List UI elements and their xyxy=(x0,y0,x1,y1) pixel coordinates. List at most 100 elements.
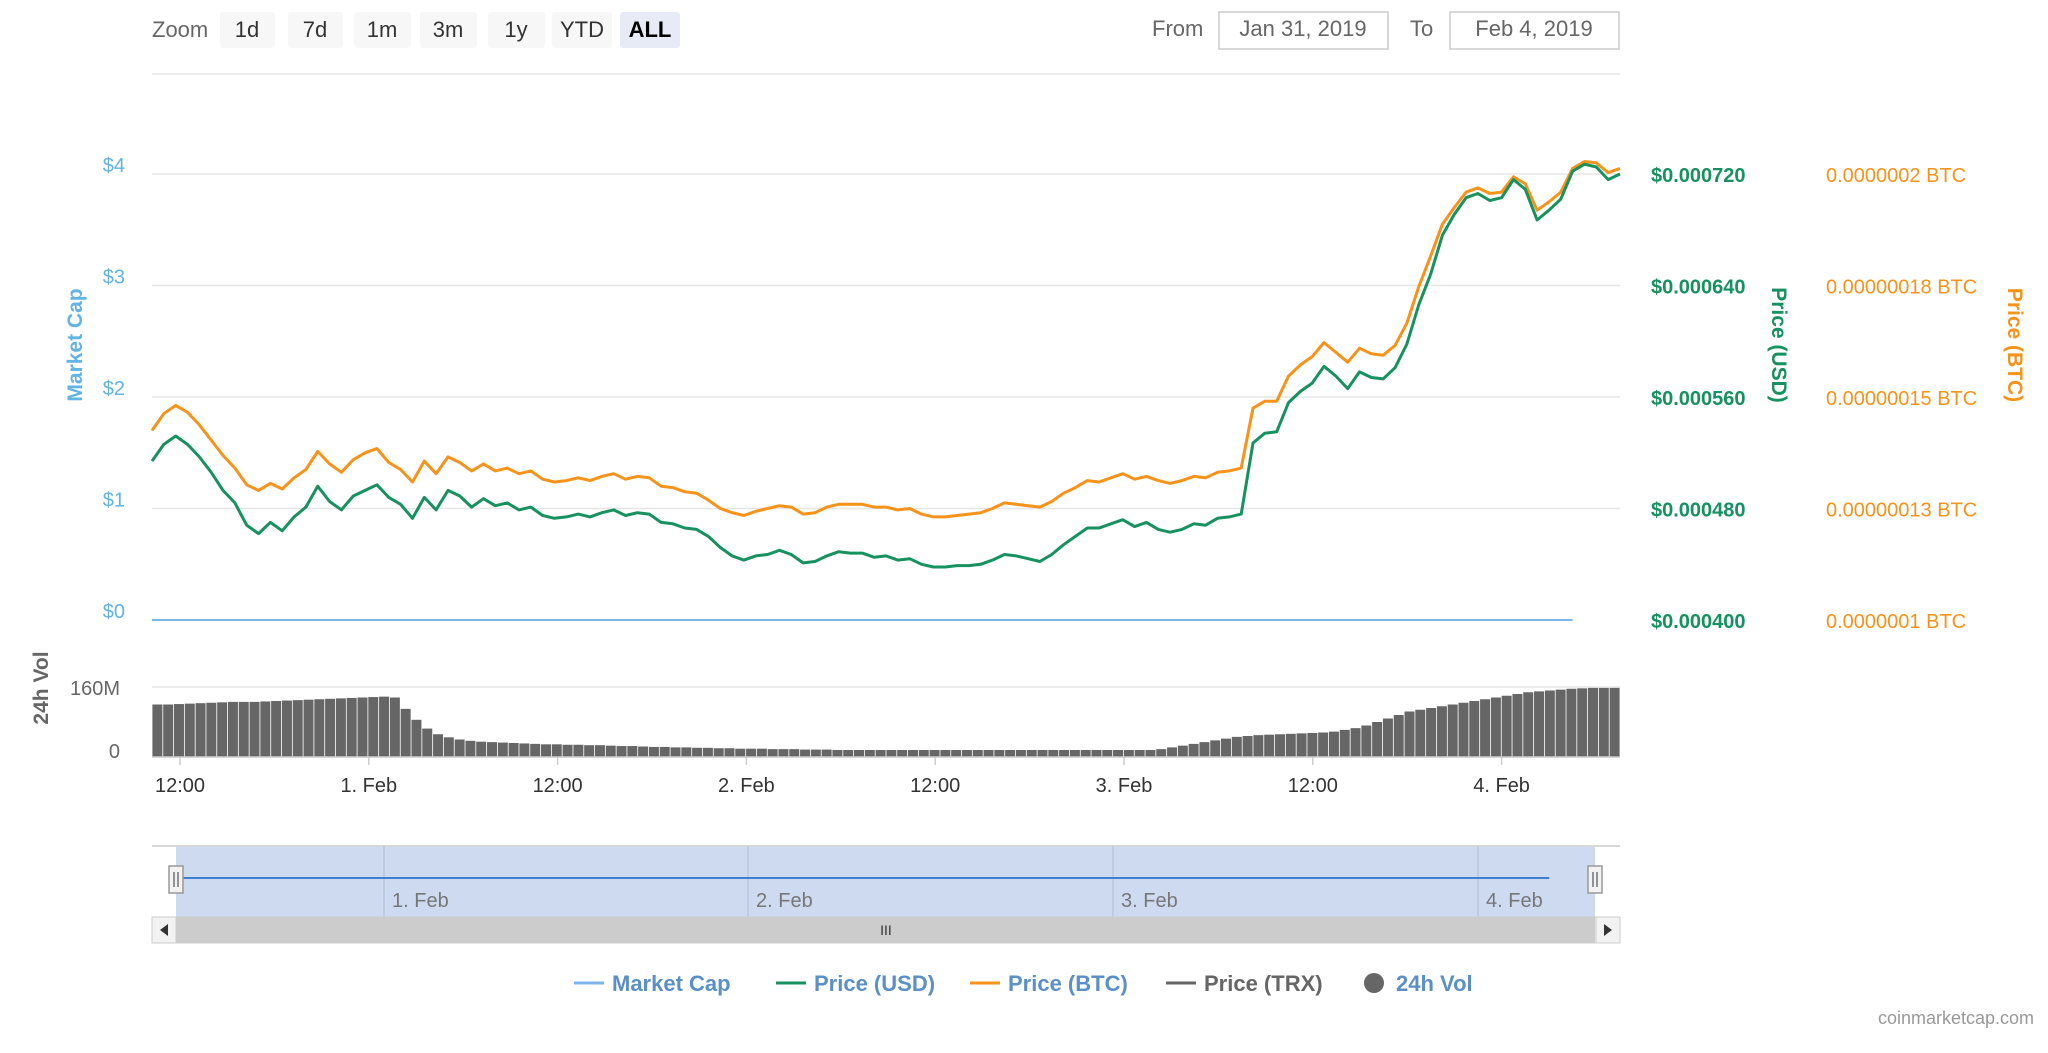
volume-bar xyxy=(1415,709,1426,757)
navigator[interactable]: 1. Feb 2. Feb 3. Feb 4. Feb xyxy=(152,845,1620,917)
volume-bar xyxy=(1069,750,1080,757)
volume-bar xyxy=(260,701,271,757)
volume-bar xyxy=(389,697,400,757)
volume-bar xyxy=(1177,745,1188,758)
volume-bar xyxy=(724,748,735,757)
volume-bar xyxy=(1080,750,1091,757)
volume-bar xyxy=(713,748,724,757)
scrollbar[interactable]: III xyxy=(151,916,1621,944)
volume-axis-title: 24h Vol xyxy=(30,651,53,724)
volume-bar xyxy=(994,750,1005,757)
volume-bar xyxy=(249,701,260,758)
scroll-right-arrow-icon xyxy=(1604,924,1612,936)
navigator-handle-left[interactable] xyxy=(168,865,184,894)
zoom-button-7d[interactable]: 7d xyxy=(288,12,343,48)
zoom-button-1m-bg xyxy=(354,12,411,48)
zoom-button-all[interactable]: ALL xyxy=(620,12,680,48)
volume-bar xyxy=(1113,750,1124,757)
volume-bar xyxy=(422,728,433,757)
volume-bar xyxy=(929,750,940,757)
price-btc-axis: 0.0000001 BTC 0.00000013 BTC 0.00000015 BT… xyxy=(1826,165,1977,633)
zoom-button-1d[interactable]: 1d xyxy=(220,12,275,48)
x-axis-tick-label: 2. Feb xyxy=(718,775,775,797)
volume-bar xyxy=(1167,747,1178,758)
volume-bar xyxy=(1296,733,1307,758)
scrollbar-thumb[interactable] xyxy=(176,917,1595,943)
volume-bar xyxy=(1480,699,1491,757)
navigator-handle-right[interactable] xyxy=(1587,865,1603,894)
legend-item-market-cap[interactable]: Market Cap xyxy=(574,971,731,996)
volume-bar xyxy=(1544,690,1555,757)
volume-bar xyxy=(1447,704,1458,757)
zoom-button-7d-label: 7d xyxy=(303,17,327,42)
volume-bars xyxy=(152,687,1620,758)
scrollbar-right-button[interactable] xyxy=(1595,916,1621,944)
legend-item-price-trx[interactable]: Price (TRX) xyxy=(1166,971,1323,996)
volume-bar xyxy=(800,749,811,757)
price-usd-tick-label: $0.000480 xyxy=(1651,500,1746,522)
volume-bar xyxy=(1609,687,1620,758)
volume-bar xyxy=(983,750,994,757)
volume-bar xyxy=(616,746,627,757)
price-btc-tick-label: 0.0000002 BTC xyxy=(1826,165,1966,187)
volume-bar xyxy=(1253,735,1264,758)
volume-bar xyxy=(940,750,951,757)
legend-item-price-usd[interactable]: Price (USD) xyxy=(776,971,935,996)
zoom-button-1d-bg xyxy=(220,12,275,48)
to-date-input-box xyxy=(1449,11,1620,50)
volume-bar xyxy=(476,741,487,757)
legend-item-24h-vol[interactable]: 24h Vol xyxy=(1364,971,1473,996)
volume-bar xyxy=(778,749,789,758)
volume-bar xyxy=(1048,750,1059,757)
volume-bar xyxy=(1339,729,1350,758)
volume-bar xyxy=(1523,692,1534,757)
scrollbar-left-button[interactable] xyxy=(151,916,177,944)
volume-bar xyxy=(454,739,465,757)
volume-bar xyxy=(443,737,454,757)
to-date-input[interactable]: Feb 4, 2019 xyxy=(1449,11,1620,50)
zoom-button-1y[interactable]: 1y xyxy=(488,12,545,48)
volume-bar xyxy=(1026,750,1037,757)
volume-bar xyxy=(271,701,282,757)
zoom-button-all-label: ALL xyxy=(629,17,672,42)
navigator-handle-right-box xyxy=(1587,865,1603,894)
from-date-input[interactable]: Jan 31, 2019 xyxy=(1218,11,1389,50)
scroll-left-arrow-icon xyxy=(160,924,168,936)
price-btc-tick-label: 0.0000001 BTC xyxy=(1826,611,1966,633)
market-cap-tick-label: $2 xyxy=(103,378,125,400)
volume-bar xyxy=(1512,694,1523,757)
volume-bar xyxy=(227,701,238,758)
legend-24h-vol-swatch xyxy=(1364,973,1384,993)
volume-bar xyxy=(1210,740,1221,758)
price-usd-tick-label: $0.000400 xyxy=(1651,611,1746,633)
volume-bar xyxy=(335,698,346,758)
volume-bar xyxy=(1404,711,1415,757)
x-axis-tick-label: 4. Feb xyxy=(1473,775,1530,797)
zoom-button-1m[interactable]: 1m xyxy=(354,12,411,48)
volume-bar xyxy=(1005,750,1016,757)
volume-bar xyxy=(875,750,886,757)
volume-bar xyxy=(1458,702,1469,757)
zoom-button-ytd[interactable]: YTD xyxy=(552,12,612,48)
volume-bar xyxy=(357,697,368,757)
volume-bar xyxy=(1588,687,1599,758)
from-date-input-box xyxy=(1218,11,1389,50)
zoom-button-3m[interactable]: 3m xyxy=(420,12,477,48)
credit-link[interactable]: coinmarketcap.com xyxy=(1878,1008,2034,1028)
volume-bar xyxy=(1123,750,1134,757)
volume-bar xyxy=(1361,725,1372,757)
price-btc-tick-label: 0.00000013 BTC xyxy=(1826,500,1977,522)
to-label: To xyxy=(1410,16,1433,41)
price-gridlines xyxy=(152,173,1620,510)
navigator-label: 2. Feb xyxy=(756,890,813,912)
volume-bar xyxy=(1566,688,1577,757)
zoom-toolbar: Zoom 1d 7d 1m 3m 1y YTD ALL From xyxy=(152,11,1620,50)
volume-bar xyxy=(659,746,670,757)
legend-item-price-btc[interactable]: Price (BTC) xyxy=(970,971,1128,996)
navigator-selected-range[interactable] xyxy=(176,847,1595,917)
volume-bar xyxy=(1274,734,1285,757)
volume-bar xyxy=(433,734,444,757)
market-cap-tick-label: $4 xyxy=(103,155,125,177)
